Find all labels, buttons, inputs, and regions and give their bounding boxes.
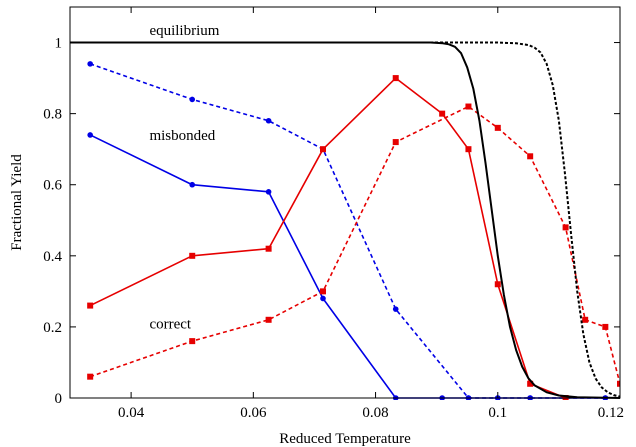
series-2-point [465, 146, 472, 153]
series-3-point [392, 139, 399, 146]
series-4-line [70, 41, 620, 399]
series-3-point [582, 316, 589, 323]
annotation-correct: correct [149, 316, 191, 332]
series-3-point [87, 373, 94, 380]
series-0-point [189, 181, 196, 188]
series-1-line [89, 63, 606, 399]
x-tick-label: 0.12 [598, 405, 624, 421]
series-2-point [527, 380, 534, 387]
axis-ticks: 0.04 0.06 0.08 0.1 0.12 0 0.2 0.4 0.6 0.8 1 [43, 7, 624, 421]
series-3-point [617, 380, 620, 387]
x-tick-label: 0.08 [362, 405, 388, 421]
series-0-point [265, 189, 272, 195]
series-3-point [465, 103, 472, 110]
series-2-point [189, 252, 196, 259]
series-3-point [320, 288, 326, 295]
series-3-point [189, 338, 196, 345]
annotation-misbonded: misbonded [149, 128, 215, 144]
series-3-point [562, 224, 569, 231]
series-3-point [265, 316, 272, 323]
series-0-point [320, 295, 326, 302]
y-tick-label: 0.6 [43, 178, 62, 194]
series-1-point [265, 117, 272, 124]
series-0-point [87, 132, 93, 138]
x-tick-label: 0.06 [240, 405, 267, 421]
series-1-point [87, 61, 93, 67]
series-0-line [89, 134, 606, 399]
series-1-point [392, 306, 399, 312]
series-2-line [89, 77, 566, 399]
series-2-point [320, 146, 326, 153]
series-4 [70, 41, 620, 399]
y-tick-label: 1 [55, 36, 63, 52]
x-axis-label: Reduced Temperature [279, 431, 411, 447]
x-tick-label: 0.04 [118, 405, 145, 421]
series-3-line [89, 105, 620, 384]
series-2-point [439, 110, 446, 117]
series-3-point [527, 153, 534, 160]
x-tick-label: 0.1 [488, 405, 507, 421]
y-axis-label: Fractional Yield [9, 154, 25, 251]
series-3-point [602, 323, 609, 330]
annotation-equilibrium: equilibrium [149, 23, 219, 39]
series-2-point [265, 245, 272, 252]
plot-frame [69, 6, 621, 399]
series-1-point [189, 96, 196, 103]
y-tick-label: 0.2 [43, 320, 62, 336]
series-3-point [494, 124, 501, 131]
series-5 [70, 41, 620, 398]
series-0 [87, 132, 609, 400]
series-2-point [87, 302, 94, 309]
y-tick-label: 0.4 [43, 249, 62, 265]
plot-content [70, 41, 620, 400]
y-tick-label: 0 [55, 391, 63, 407]
series-2-point [392, 75, 399, 82]
y-tick-label: 0.8 [43, 107, 62, 123]
series-3 [87, 103, 620, 387]
series-5-line [70, 41, 620, 398]
series-2-point [494, 281, 501, 288]
